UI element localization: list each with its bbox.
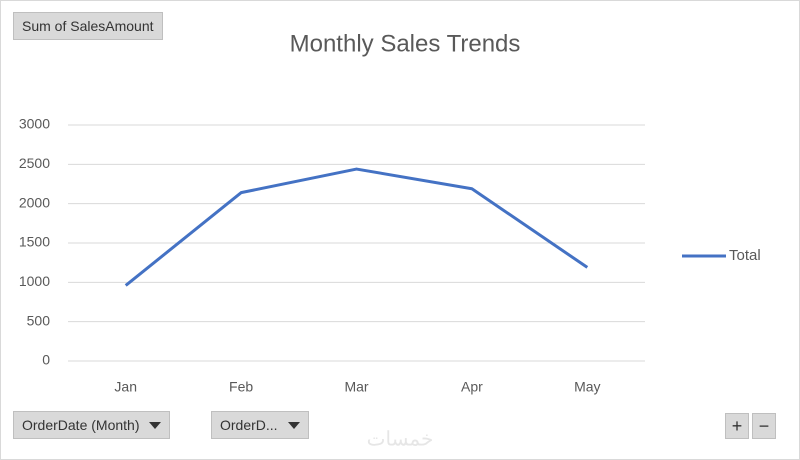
value-field-label: Sum of SalesAmount bbox=[22, 18, 154, 34]
axis-field-button[interactable]: OrderDate (Month) bbox=[13, 411, 171, 439]
axis-field-label: OrderDate (Month) bbox=[22, 417, 140, 433]
x-tick-label: Feb bbox=[229, 379, 253, 395]
dropdown-arrow bbox=[287, 421, 300, 429]
collapse-label: − bbox=[758, 415, 770, 436]
axis-field-label: OrderD... bbox=[220, 417, 278, 433]
collapse-button[interactable]: − bbox=[752, 413, 776, 439]
y-tick-label: 2000 bbox=[19, 194, 50, 210]
y-tick-label: 3000 bbox=[19, 116, 50, 132]
x-tick-label: Jan bbox=[114, 379, 137, 395]
legend-label: Total bbox=[729, 247, 761, 264]
x-tick-label: May bbox=[574, 379, 600, 395]
line-series bbox=[124, 167, 589, 287]
y-tick-label: 2500 bbox=[19, 155, 50, 171]
y-tick-label: 1500 bbox=[19, 234, 50, 250]
dropdown-arrow bbox=[149, 421, 162, 429]
y-tick-label: 1000 bbox=[19, 273, 50, 289]
axis-field-button[interactable]: OrderD... bbox=[211, 411, 309, 439]
chart-title: Monthly Sales Trends bbox=[290, 30, 521, 57]
value-field-button[interactable]: Sum of SalesAmount bbox=[13, 12, 163, 40]
expand-label: + bbox=[731, 415, 743, 436]
y-tick-label: 0 bbox=[42, 352, 50, 368]
y-tick-label: 500 bbox=[27, 312, 51, 328]
watermark: خمسات bbox=[367, 428, 434, 450]
x-tick-label: Mar bbox=[344, 379, 368, 395]
expand-button[interactable]: + bbox=[725, 413, 749, 439]
x-tick-label: Apr bbox=[461, 379, 483, 395]
